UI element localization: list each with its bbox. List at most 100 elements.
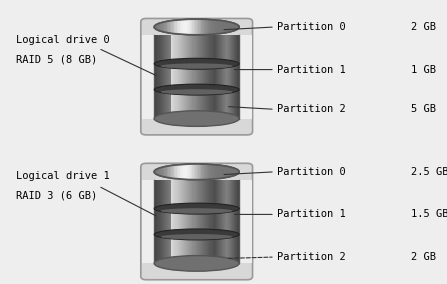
Bar bbox=[233, 179, 234, 264]
Bar bbox=[225, 35, 227, 119]
Bar bbox=[215, 35, 216, 119]
Bar bbox=[238, 26, 240, 28]
Bar bbox=[216, 165, 218, 179]
Bar bbox=[160, 23, 161, 31]
Bar bbox=[205, 35, 207, 119]
Bar bbox=[178, 20, 180, 34]
Bar bbox=[177, 179, 178, 264]
Bar bbox=[238, 170, 240, 173]
Bar bbox=[220, 179, 222, 264]
Ellipse shape bbox=[154, 58, 239, 69]
Bar bbox=[165, 166, 167, 177]
Ellipse shape bbox=[154, 164, 239, 179]
Bar bbox=[175, 20, 177, 34]
Bar bbox=[222, 179, 224, 264]
Bar bbox=[185, 35, 186, 119]
Bar bbox=[179, 179, 180, 264]
Bar bbox=[175, 35, 177, 119]
Bar bbox=[208, 164, 210, 179]
Bar bbox=[168, 179, 169, 264]
Bar bbox=[142, 35, 154, 119]
Bar bbox=[196, 35, 197, 119]
Bar bbox=[224, 179, 226, 264]
Bar bbox=[202, 164, 204, 179]
Bar bbox=[215, 165, 217, 179]
Bar bbox=[202, 179, 203, 264]
Bar bbox=[172, 35, 174, 119]
Bar bbox=[190, 19, 191, 35]
Bar bbox=[228, 179, 230, 264]
Bar bbox=[157, 35, 159, 119]
Bar bbox=[190, 35, 192, 119]
Bar bbox=[180, 20, 181, 34]
Bar bbox=[197, 19, 198, 35]
Bar bbox=[229, 167, 231, 177]
Bar bbox=[207, 164, 208, 179]
Bar bbox=[186, 35, 188, 119]
Bar bbox=[187, 179, 189, 264]
Bar bbox=[183, 179, 184, 264]
Bar bbox=[163, 179, 164, 264]
Bar bbox=[197, 179, 198, 264]
Bar bbox=[232, 168, 234, 176]
Bar bbox=[186, 164, 187, 179]
Bar bbox=[191, 35, 193, 119]
Bar bbox=[232, 35, 233, 119]
Bar bbox=[182, 20, 184, 34]
Bar bbox=[225, 21, 227, 33]
Bar bbox=[169, 166, 170, 178]
Bar bbox=[237, 179, 239, 264]
Bar bbox=[222, 21, 224, 33]
Bar bbox=[226, 22, 228, 32]
Text: Partition 1: Partition 1 bbox=[277, 209, 346, 220]
Bar bbox=[163, 22, 164, 32]
Bar bbox=[221, 166, 223, 178]
Bar bbox=[173, 179, 175, 264]
Bar bbox=[225, 166, 227, 178]
Bar bbox=[155, 35, 157, 119]
Bar bbox=[198, 19, 200, 35]
Bar bbox=[162, 179, 163, 264]
Bar bbox=[164, 179, 165, 264]
Bar bbox=[200, 35, 201, 119]
Bar bbox=[158, 179, 160, 264]
Bar bbox=[228, 22, 229, 32]
Bar bbox=[235, 24, 236, 30]
Bar bbox=[217, 179, 218, 264]
Bar bbox=[239, 35, 252, 119]
Bar bbox=[236, 170, 238, 174]
Bar bbox=[206, 179, 208, 264]
Ellipse shape bbox=[160, 234, 233, 239]
Bar bbox=[169, 21, 170, 33]
Bar bbox=[166, 179, 167, 264]
Bar bbox=[231, 22, 232, 32]
Bar bbox=[238, 179, 240, 264]
Bar bbox=[192, 164, 194, 179]
Bar bbox=[180, 165, 181, 179]
Bar bbox=[204, 164, 205, 179]
Bar bbox=[232, 23, 234, 31]
Bar bbox=[169, 35, 171, 119]
Bar bbox=[196, 179, 197, 264]
Bar bbox=[163, 35, 164, 119]
Bar bbox=[172, 179, 174, 264]
Bar bbox=[163, 167, 164, 177]
Text: 2 GB: 2 GB bbox=[411, 22, 436, 32]
Bar bbox=[237, 35, 239, 119]
Bar bbox=[187, 35, 189, 119]
Bar bbox=[189, 35, 191, 119]
Bar bbox=[236, 179, 237, 264]
Bar bbox=[177, 20, 178, 34]
Bar bbox=[224, 35, 226, 119]
Bar bbox=[238, 35, 240, 119]
Bar bbox=[181, 179, 182, 264]
Bar bbox=[168, 35, 169, 119]
Bar bbox=[214, 20, 215, 34]
Bar bbox=[188, 19, 190, 35]
Bar bbox=[228, 35, 229, 119]
Bar bbox=[181, 20, 183, 34]
Bar bbox=[219, 20, 221, 34]
Bar bbox=[155, 179, 157, 264]
Bar bbox=[188, 164, 190, 179]
Bar bbox=[157, 179, 159, 264]
